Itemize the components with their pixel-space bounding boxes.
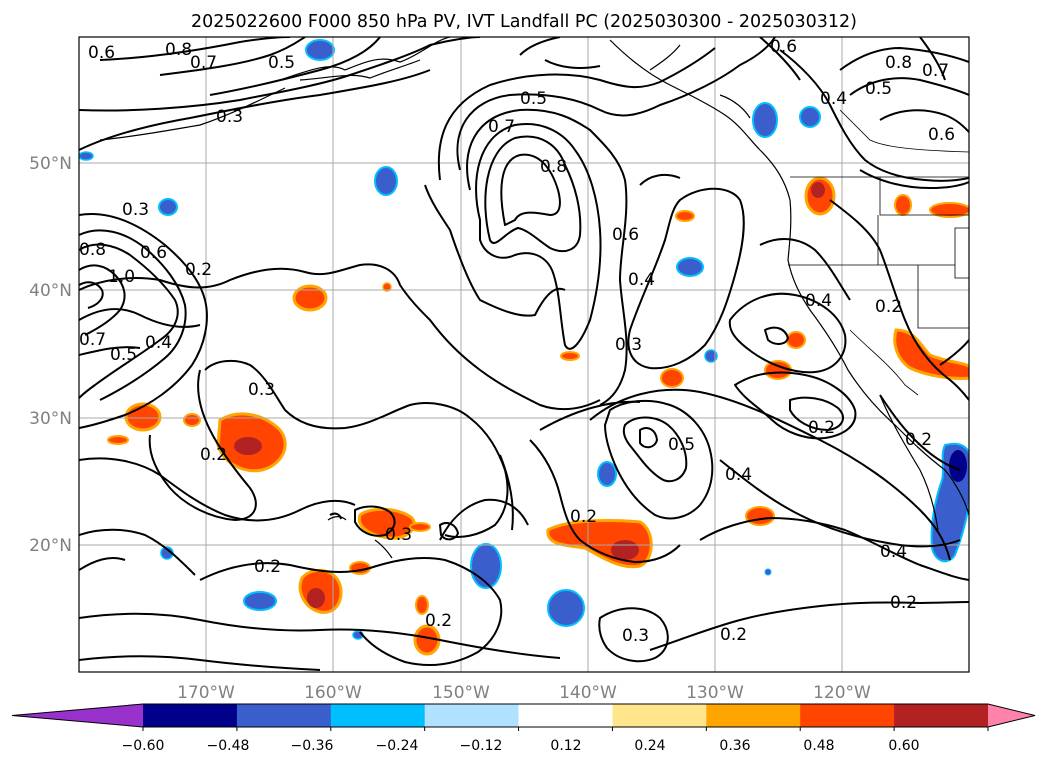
lat-label-50n: 50°N (29, 154, 72, 174)
colorbar-segment (143, 704, 238, 727)
colorbar-extend-right (988, 704, 1035, 727)
positive-anomaly-shading (107, 176, 969, 656)
colorbar-ticks: −0.60 −0.48 −0.36 −0.24 −0.12 0.12 0.24 … (122, 738, 920, 754)
lat-label-30n: 30°N (29, 409, 72, 429)
contour-label: 0.2 (185, 260, 212, 280)
lat-label-40n: 40°N (29, 281, 72, 301)
colorbar-tick-label: 0.36 (719, 738, 750, 754)
contour-label: 0.3 (622, 626, 649, 646)
negative-anomaly-shading (79, 39, 969, 640)
contour-label: 0.8 (79, 240, 106, 260)
colorbar-tick-label: 0.48 (803, 738, 834, 754)
colorbar-segment (236, 704, 332, 727)
colorbar-segment (424, 704, 520, 727)
colorbar-segment (706, 704, 801, 727)
contour-label: 0.7 (190, 53, 217, 73)
lat-label-20n: 20°N (29, 536, 72, 556)
colorbar-tick-label: −0.48 (207, 738, 250, 754)
lat-lon-gridlines (79, 37, 969, 672)
lon-label-170w: 170°W (177, 683, 235, 703)
colorbar-tick-label: 0.12 (550, 738, 581, 754)
state-borders (788, 109, 969, 396)
contour-label: 0.2 (254, 557, 281, 577)
contour-label: 0.5 (110, 345, 137, 365)
pv-contours (79, 37, 969, 671)
colorbar-segment (894, 704, 989, 727)
contour-label: 0.7 (488, 117, 515, 137)
colorbar-segment (800, 704, 895, 727)
contour-label: 0.4 (880, 542, 907, 562)
contour-label: 0.5 (865, 79, 892, 99)
colorbar-tick-label: −0.36 (291, 738, 334, 754)
colorbar-tick-label: −0.24 (376, 738, 419, 754)
contour-label: 0.2 (425, 611, 452, 631)
contour-label: 0.2 (905, 430, 932, 450)
coastlines (99, 37, 969, 559)
colorbar: −0.60 −0.48 −0.36 −0.24 −0.12 0.12 0.24 … (11, 703, 1036, 754)
contour-label: 0.3 (122, 200, 149, 220)
contour-label: 0.5 (520, 89, 547, 109)
contour-label: 0.7 (79, 330, 106, 350)
map-area: 0.6 0.8 0.7 0.5 0.3 0.5 0.7 0.8 0.6 0.4 … (78, 36, 970, 673)
contour-label: 1.0 (108, 267, 135, 287)
map-background (79, 37, 969, 672)
contour-label: 0.4 (820, 89, 847, 109)
lon-label-130w: 130°W (686, 683, 744, 703)
contour-label: 0.3 (385, 525, 412, 545)
contour-label: 0.6 (928, 125, 955, 145)
figure-title: 2025022600 F000 850 hPa PV, IVT Landfall… (191, 12, 857, 32)
colorbar-tick-label: 0.24 (634, 738, 665, 754)
contour-label: 0.6 (612, 225, 639, 245)
contour-label: 0.3 (216, 107, 243, 127)
contour-label: 0.5 (268, 53, 295, 73)
contour-label: 0.2 (720, 625, 747, 645)
contour-label: 0.8 (885, 53, 912, 73)
contour-label: 0.8 (165, 40, 192, 60)
longitude-labels: 170°W 160°W 150°W 140°W 130°W 120°W (177, 683, 871, 703)
colorbar-tick-label: −0.60 (122, 738, 165, 754)
contour-label: 0.4 (725, 465, 752, 485)
contour-label: 0.2 (808, 418, 835, 438)
lon-label-120w: 120°W (813, 683, 871, 703)
colorbar-segments (11, 703, 1036, 731)
contour-label: 0.6 (770, 37, 797, 57)
colorbar-segment (518, 704, 613, 727)
lon-label-140w: 140°W (559, 683, 617, 703)
colorbar-segment (330, 704, 426, 727)
contour-label: 0.8 (540, 157, 567, 177)
lon-label-150w: 150°W (432, 683, 490, 703)
contour-label: 0.6 (140, 243, 167, 263)
contour-label: 0.7 (922, 61, 949, 81)
contour-label: 0.2 (200, 445, 227, 465)
contour-label: 0.6 (88, 43, 115, 63)
colorbar-segment (612, 704, 707, 727)
contour-label: 0.2 (570, 507, 597, 527)
map-frame (78, 36, 970, 673)
contour-labels: 0.6 0.8 0.7 0.5 0.3 0.5 0.7 0.8 0.6 0.4 … (79, 37, 955, 646)
contour-label: 0.3 (615, 335, 642, 355)
contour-label: 0.2 (890, 593, 917, 613)
contour-label: 0.2 (875, 297, 902, 317)
colorbar-tick-label: 0.60 (888, 738, 919, 754)
contour-label: 0.4 (805, 291, 832, 311)
contour-label: 0.3 (248, 380, 275, 400)
colorbar-tick-label: −0.12 (460, 738, 503, 754)
contour-label: 0.4 (628, 270, 655, 290)
contour-label: 0.5 (668, 435, 695, 455)
colorbar-extend-left (12, 704, 143, 727)
contour-label: 0.4 (145, 333, 172, 353)
latitude-labels: 50°N 40°N 30°N 20°N (29, 154, 72, 556)
lon-label-160w: 160°W (304, 683, 362, 703)
